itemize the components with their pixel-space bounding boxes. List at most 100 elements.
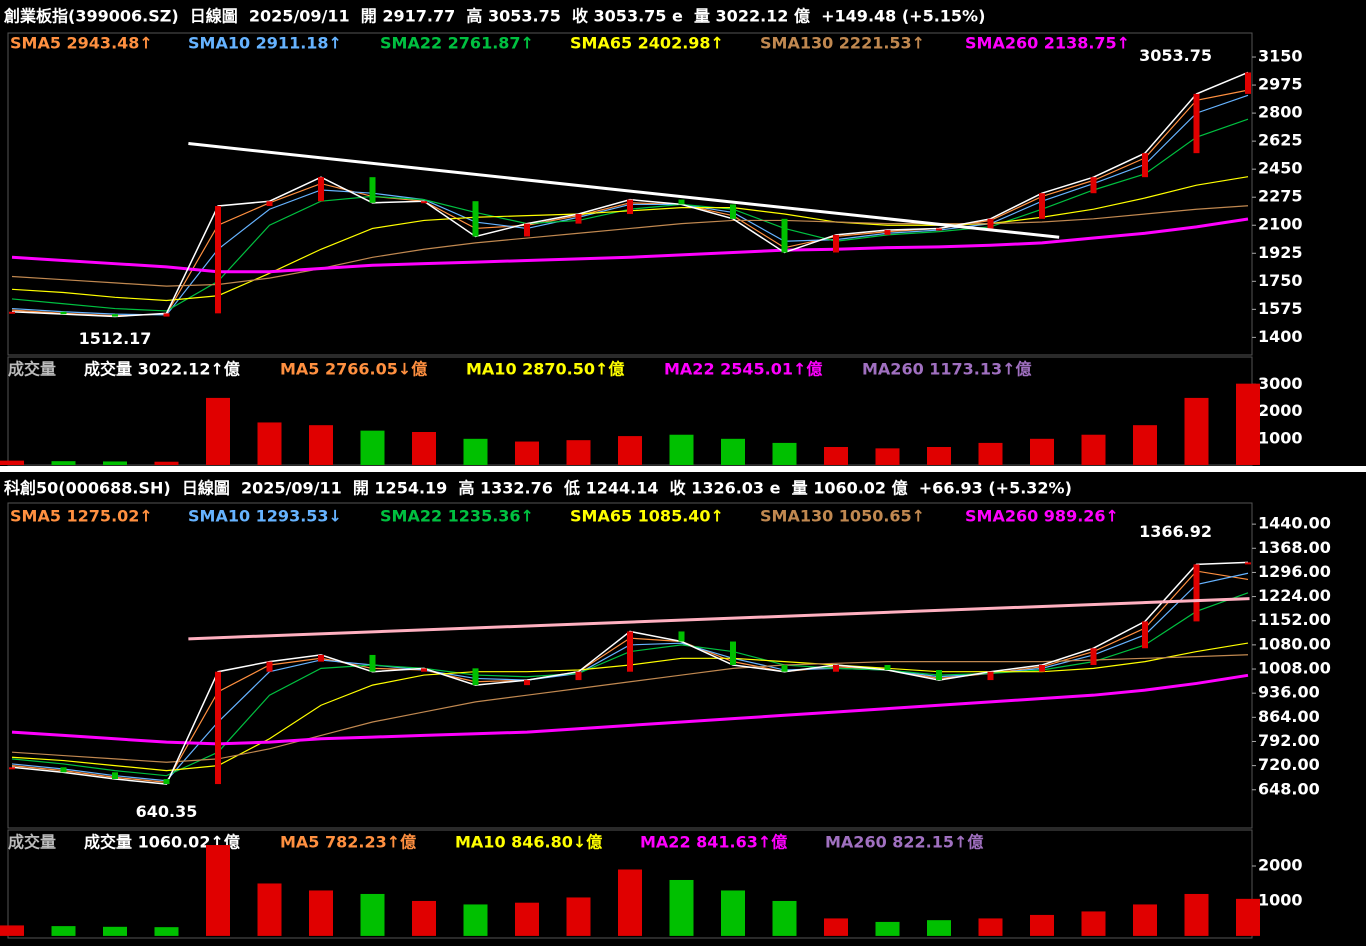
volume-bar	[0, 925, 24, 936]
y-tick-label: 2000	[1258, 401, 1303, 420]
legend-entry: MA260 822.15↑億	[825, 833, 983, 852]
candle	[1039, 193, 1045, 219]
volume-bar	[669, 879, 694, 936]
sma-line	[11, 118, 1249, 312]
volume-bar	[618, 869, 642, 936]
volume-bar	[824, 447, 848, 465]
legend-entry: MA260 1173.13↑億	[862, 360, 1032, 379]
legend-entry: SMA260 989.26↑	[965, 507, 1119, 526]
y-tick-label: 3000	[1258, 374, 1303, 393]
volume-bar	[515, 902, 539, 936]
candle	[369, 177, 376, 203]
panel-frame	[7, 32, 1253, 356]
y-tick-label: 2100	[1258, 215, 1303, 234]
candle	[163, 313, 170, 317]
y-tick-label: 1000	[1258, 890, 1303, 909]
volume-bar	[1133, 904, 1157, 936]
trend-line	[188, 142, 1060, 239]
legend-entry: SMA22 1235.36↑	[380, 507, 534, 526]
sma-line	[11, 592, 1249, 777]
volume-bar	[1133, 425, 1157, 465]
candle	[678, 631, 685, 642]
candle	[627, 631, 633, 672]
volume-bar	[206, 845, 230, 936]
y-tick-label: 1152.00	[1258, 610, 1331, 629]
y-tick-label: 1575	[1258, 299, 1303, 318]
volume-bar	[257, 883, 282, 936]
panel-frame	[7, 829, 1253, 939]
y-tick-label: 1925	[1258, 243, 1303, 262]
candle	[1245, 72, 1251, 94]
volume-bar	[463, 438, 488, 465]
sma-line	[11, 217, 1249, 274]
y-tick-label: 2975	[1258, 75, 1303, 94]
volume-bar	[412, 900, 436, 936]
legend-entry: MA5 782.23↑億	[280, 833, 416, 852]
legend-entry: MA22 841.63↑億	[640, 833, 787, 852]
volume-bar	[515, 441, 539, 465]
candle	[163, 779, 170, 785]
volume-bar	[772, 442, 797, 465]
candle	[318, 654, 324, 662]
volume-bar	[257, 422, 282, 465]
y-tick-label: 1080.00	[1258, 634, 1331, 653]
volume-bar	[618, 436, 642, 465]
candle	[1090, 648, 1097, 665]
y-tick-label: 792.00	[1258, 731, 1320, 750]
candle	[215, 206, 221, 314]
volume-bar	[463, 904, 488, 936]
candle	[833, 664, 839, 672]
y-tick-label: 2275	[1258, 187, 1303, 206]
volume-bar	[875, 448, 900, 465]
volume-bar	[103, 926, 127, 936]
sma-line	[11, 176, 1249, 302]
legend-entry: SMA130 2221.53↑	[760, 34, 925, 53]
legend-entry: SMA22 2761.87↑	[380, 34, 534, 53]
y-tick-label: 2625	[1258, 131, 1303, 150]
volume-bar	[103, 461, 127, 465]
candle	[472, 201, 479, 237]
volume-title: 成交量	[8, 360, 56, 379]
legend-entry: SMA130 1050.65↑	[760, 507, 925, 526]
y-tick-label: 1224.00	[1258, 586, 1331, 605]
candle	[936, 228, 942, 231]
candle	[781, 664, 788, 672]
candle	[1142, 153, 1148, 178]
legend-entry: SMA5 1275.02↑	[10, 507, 153, 526]
candle	[112, 314, 118, 317]
candle	[730, 641, 736, 665]
volume-bar	[1184, 397, 1209, 465]
candle	[112, 772, 118, 780]
candle	[987, 218, 994, 229]
volume-bar	[1030, 438, 1054, 465]
legend-entry: SMA5 2943.48↑	[10, 34, 153, 53]
y-tick-label: 864.00	[1258, 707, 1320, 726]
candle	[1193, 93, 1200, 154]
legend-entry: SMA65 1085.40↑	[570, 507, 724, 526]
volume-bar	[309, 425, 333, 465]
sma-line	[11, 205, 1249, 287]
sma-line	[11, 673, 1249, 746]
trend-line	[188, 597, 1250, 641]
legend-entry: MA5 2766.05↓億	[280, 360, 427, 379]
volume-bar	[721, 438, 745, 465]
candle	[987, 671, 994, 681]
y-tick-label: 1296.00	[1258, 562, 1331, 581]
candle	[1090, 177, 1097, 194]
high-label: 1366.92	[1139, 522, 1212, 541]
separator	[0, 466, 1366, 472]
y-tick-label: 1750	[1258, 271, 1303, 290]
candle	[1245, 562, 1251, 565]
legend-entry: SMA260 2138.75↑	[965, 34, 1130, 53]
price-line	[11, 561, 1249, 785]
candle	[1039, 664, 1045, 672]
y-tick-label: 3150	[1258, 47, 1303, 66]
candle	[369, 654, 376, 672]
volume-bar	[1236, 898, 1260, 936]
y-tick-label: 720.00	[1258, 755, 1320, 774]
y-tick-label: 2800	[1258, 103, 1303, 122]
candle	[884, 230, 891, 235]
y-tick-label: 2000	[1258, 856, 1303, 875]
candle	[421, 201, 427, 204]
